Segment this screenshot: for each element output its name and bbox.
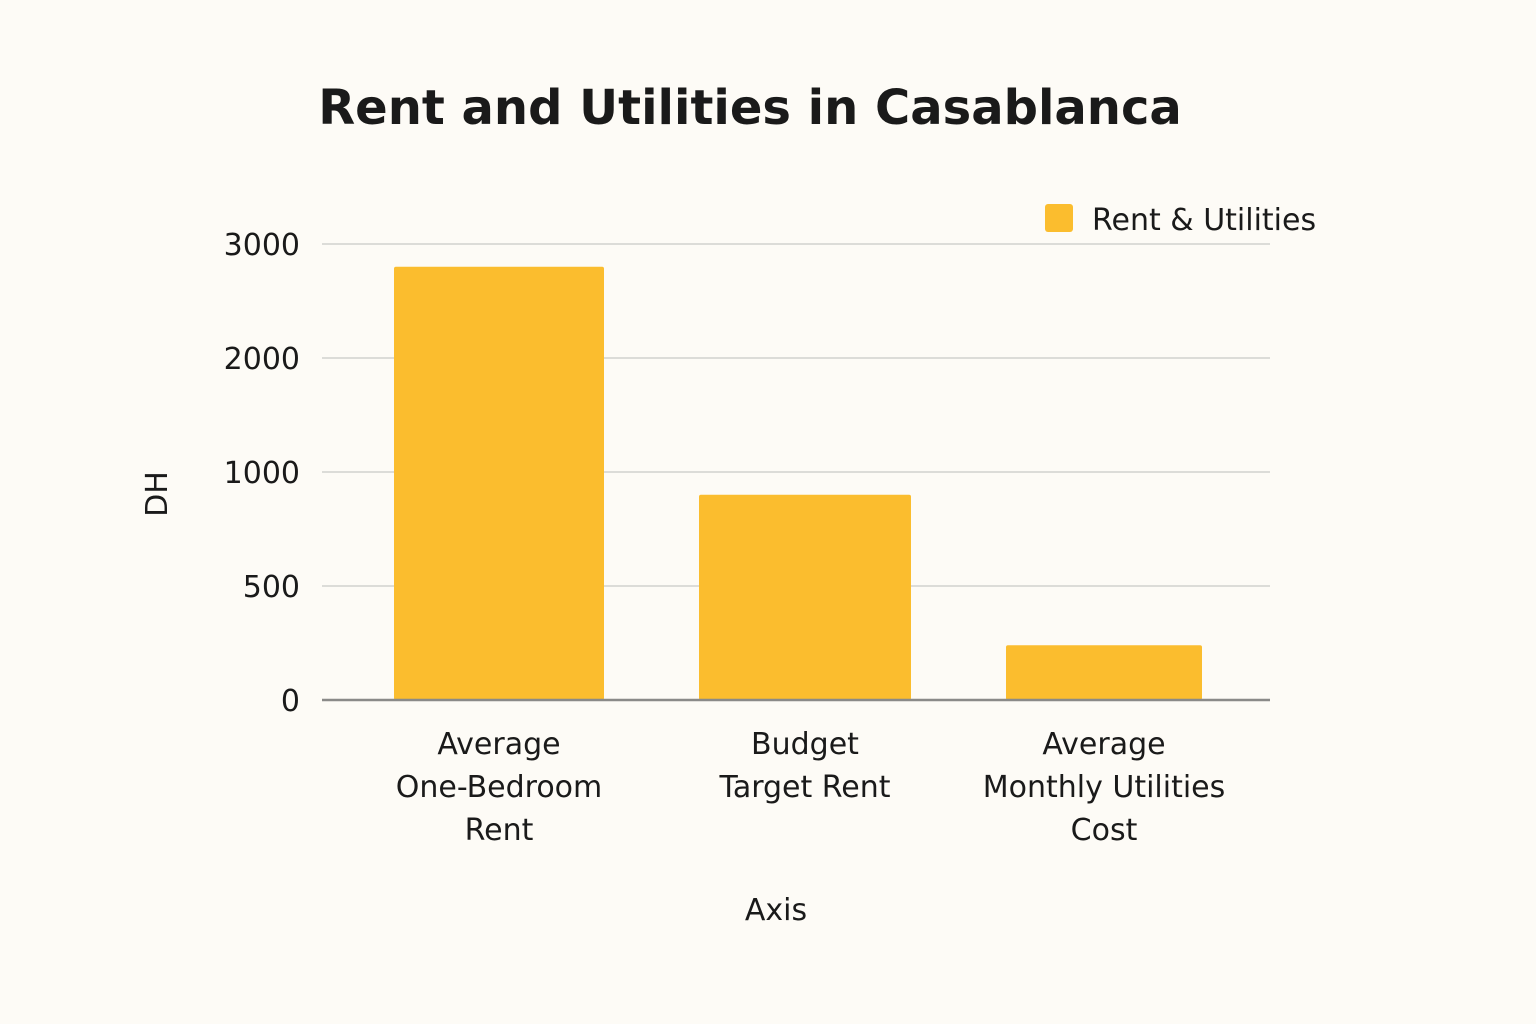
x-category-label-line: Monthly Utilities [983, 770, 1226, 805]
bar [394, 266, 604, 700]
x-category-label: Budget Target Rent [718, 727, 890, 805]
chart-title: Rent and Utilities in Casablanca [318, 80, 1182, 136]
legend-label: Rent & Utilities [1092, 203, 1316, 238]
x-category-label-line: Average [437, 727, 560, 762]
y-tick-label: 3000 [224, 228, 300, 263]
x-category-label-line: Rent [465, 813, 534, 848]
x-category-label-line: Target Rent [718, 770, 890, 805]
bar [1006, 645, 1202, 700]
x-category-label-line: Budget [751, 727, 859, 762]
y-axis-label: DH [140, 471, 175, 517]
x-category-labels: Average One-Bedroom Rent Budget Target Rent A… [396, 727, 1226, 848]
x-category-label-line: One-Bedroom [396, 770, 603, 805]
bars [394, 266, 1202, 700]
y-tick-label: 0 [281, 684, 300, 719]
x-category-label-line: Average [1042, 727, 1165, 762]
legend: Rent & Utilities [1045, 203, 1316, 238]
legend-swatch [1045, 204, 1073, 232]
y-tick-label: 2000 [224, 342, 300, 377]
bar [699, 494, 911, 700]
y-tick-label: 1000 [224, 456, 300, 491]
y-tick-label: 500 [243, 570, 300, 605]
x-category-label: Average Monthly Utilities Cost [983, 727, 1226, 848]
y-tick-labels: 0 500 1000 2000 3000 [224, 228, 300, 719]
x-category-label-line: Cost [1071, 813, 1138, 848]
x-axis-label: Axis [745, 893, 807, 928]
x-category-label: Average One-Bedroom Rent [396, 727, 603, 848]
